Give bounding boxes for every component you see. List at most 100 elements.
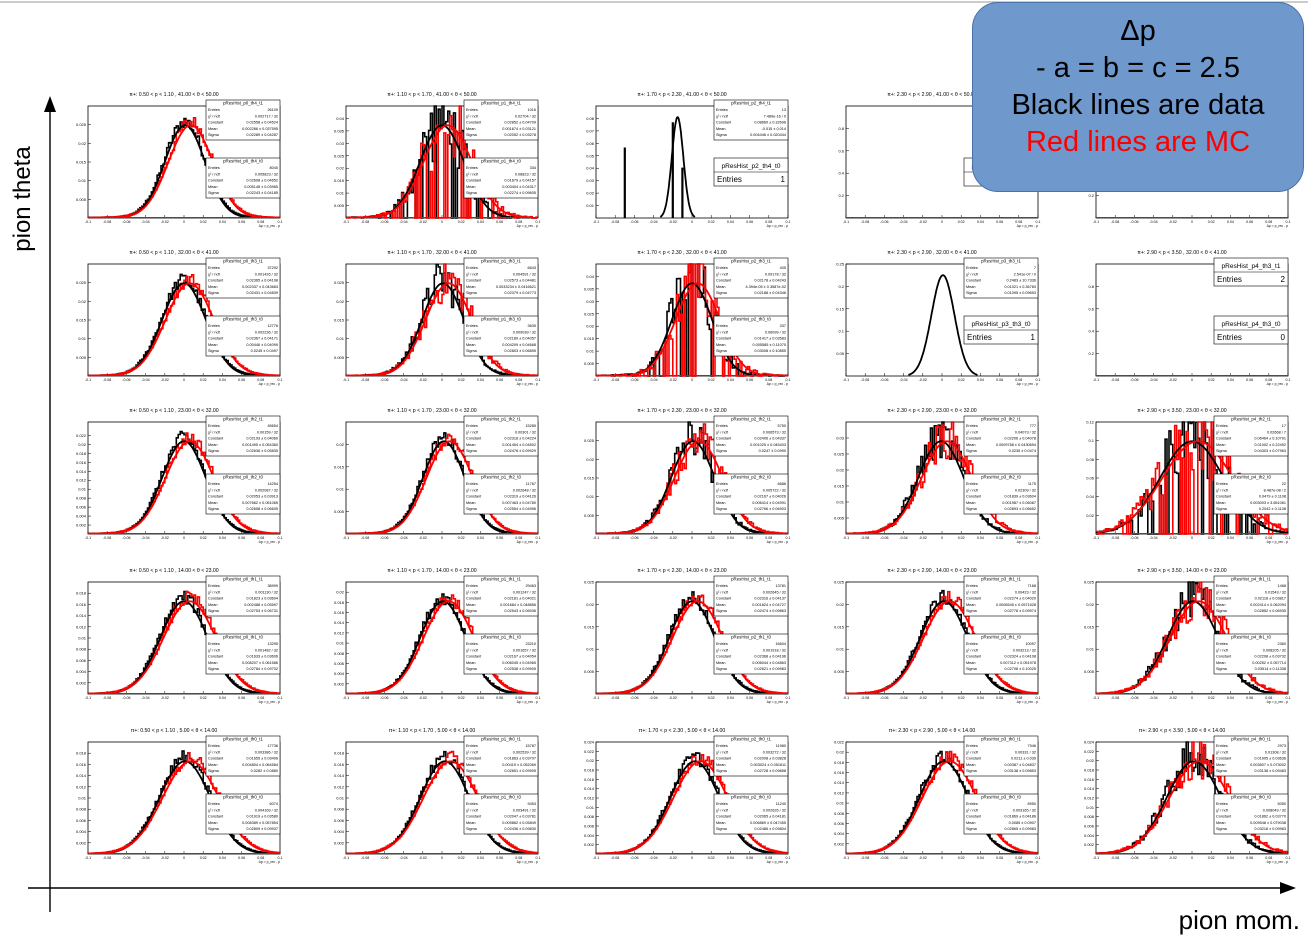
x-tick-label: 0.08 [257, 536, 264, 540]
stat-label: Sigma [208, 133, 220, 137]
stat-label: Entries [966, 584, 978, 588]
x-tick-label: -0.06 [880, 378, 888, 382]
panel-title: π+: 0.50 < p < 1.10 , 14.00 < θ < 23.00 [129, 568, 219, 574]
y-tick-label: 0.002 [76, 523, 87, 528]
y-tick-label: 0.04 [586, 166, 595, 171]
stat-value: 0.02178 ± 0.04243 [754, 279, 786, 283]
x-tick-label: 0.08 [1015, 220, 1022, 224]
stat-label: Sigma [466, 667, 478, 671]
stat-label: Entries [1216, 584, 1228, 588]
mc-gaus-fit [124, 124, 258, 218]
x-tick-label: -0.1 [1093, 378, 1099, 382]
x-tick-label: -0.08 [1111, 220, 1119, 224]
y-tick-label: 0.01 [336, 487, 345, 492]
panel-title: π+: 1.10 < p < 1.70 , 5.00 < θ < 14.00 [389, 728, 476, 734]
x-tick-label: -0.02 [1169, 696, 1177, 700]
y-tick-label: 0.005 [834, 669, 845, 674]
stat-label: Sigma [208, 769, 220, 773]
stat-label: Mean [466, 603, 476, 607]
x-tick-label: 0.04 [477, 696, 484, 700]
stat-box-frame [1213, 793, 1289, 835]
mc-gaus-fit [379, 440, 520, 534]
stat-label: Mean [1216, 661, 1226, 665]
y-tick-label: 0.01 [78, 487, 87, 492]
stat-box-frame [963, 257, 1039, 299]
x-tick-label: 0 [691, 856, 693, 860]
x-tick-label: 0.08 [1015, 696, 1022, 700]
x-tick-label: 0 [183, 856, 185, 860]
x-tick-label: 0.06 [996, 696, 1003, 700]
stat-value: 0.02379 ± 0.04773 [504, 291, 536, 295]
stat-value: 0.01633 ± 0.03606 [246, 655, 278, 659]
x-tick-label: 0.02 [1208, 696, 1215, 700]
stat-label: Constant [716, 121, 732, 125]
stat-label: Constant [208, 179, 224, 183]
stat-box-frame [713, 793, 789, 835]
stat-value: 0.003024 ± 0.051611 [750, 763, 786, 767]
y-tick-label: 0.008 [334, 651, 345, 656]
mc-gaus-fit [631, 282, 765, 376]
stat-label: Entries [208, 324, 220, 328]
x-tick-label: -0.04 [649, 536, 657, 540]
y-tick-label: 0.05 [586, 153, 595, 158]
stat-value: 0.009039 / 32 [513, 330, 536, 334]
stat-value: 0.002648 / 32 [513, 488, 536, 492]
panel-r3c1: π+: 1.10 < p < 1.70 , 14.00 < θ < 23.00 0… [334, 568, 541, 704]
mc-gaus-fit [117, 282, 263, 376]
stat-value: 0.002717 / 32 [255, 114, 278, 118]
panel-r0c1: π+: 1.10 < p < 1.70 , 41.00 < θ < 50.00 0… [334, 92, 541, 228]
stat-value: 0.02167 ± 0.04054 [504, 655, 536, 659]
x-tick-label: 0.06 [496, 536, 503, 540]
stat-label: Constant [208, 279, 224, 283]
y-tick-label: 0.02 [78, 442, 87, 447]
x-tick-label: 0.04 [1227, 696, 1234, 700]
stat-label: Sigma [466, 769, 478, 773]
x-axis-caption: Δp = p_rec - p [1017, 700, 1039, 704]
stat-label: Sigma [466, 349, 478, 353]
x-tick-label: -0.1 [843, 696, 849, 700]
stat-box-name: pResHist_p2_th0_t0 [731, 795, 771, 800]
x-tick-label: -0.06 [122, 220, 130, 224]
x-tick-label: 0 [183, 536, 185, 540]
stat-value: 0.02206 ± 0.04078 [1004, 437, 1036, 441]
y-tick-label: 0.8 [1088, 284, 1094, 289]
y-tick-label: 0.004 [334, 829, 345, 834]
x-tick-label: 0.02 [958, 220, 965, 224]
stat-label: Entries [208, 642, 220, 646]
x-tick-label: 0 [441, 378, 443, 382]
stat-label: χ² / ndf [966, 750, 979, 754]
x-tick-label: 0.06 [1246, 696, 1253, 700]
x-tick-label: 0.1 [786, 696, 791, 700]
x-tick-label: 0.02 [1208, 220, 1215, 224]
x-axis-caption: Δp = p_rec - p [517, 540, 539, 544]
stat-value: 0.02065 ± 0.04181 [754, 815, 786, 819]
stat-value: 0.003272 / 32 [763, 750, 786, 754]
stat-value: 405 [780, 266, 786, 270]
y-tick-label: 0.005 [1084, 669, 1095, 674]
stat-value: 0.01002 ± 0.22492 [1254, 443, 1286, 447]
y-tick-label: 0.015 [334, 318, 345, 323]
stat-value: 10097 [1025, 642, 1036, 646]
data-gaus-fit [379, 282, 507, 376]
x-tick-label: 0.1 [278, 378, 283, 382]
x-tick-label: 0.04 [477, 856, 484, 860]
y-tick-label: 0.01 [78, 796, 87, 801]
x-axis-caption: Δp = p_rec - p [1267, 540, 1289, 544]
x-tick-label: 0.1 [536, 696, 541, 700]
y-tick-label: 0.016 [334, 762, 345, 767]
x-axis-caption: Δp = p_rec - p [259, 540, 281, 544]
panel-r3c2: π+: 1.70 < p < 2.30 , 14.00 < θ < 23.00 0… [584, 568, 791, 704]
x-tick-label: 0.06 [746, 856, 753, 860]
stat-label: Mean [966, 603, 976, 607]
x-tick-label: -0.02 [419, 856, 427, 860]
stat-label: Sigma [716, 827, 728, 831]
stat-value: 4.394e-05 ± 0.3587e-02 [745, 285, 786, 289]
stat-box-frame [713, 415, 789, 457]
data-gaus-fit [908, 274, 978, 376]
stat-value: 0.03138 ± 0.09483 [1254, 769, 1286, 773]
